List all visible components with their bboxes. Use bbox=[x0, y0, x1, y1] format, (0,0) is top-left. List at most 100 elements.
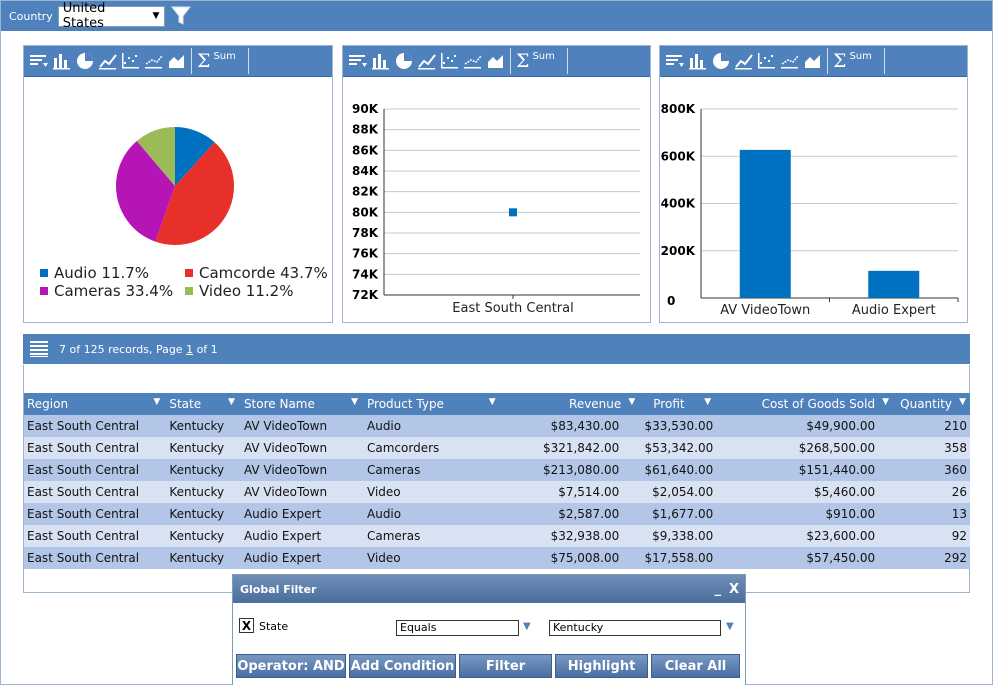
funnel-icon[interactable] bbox=[170, 5, 191, 27]
y-tick-label: 0 bbox=[667, 294, 675, 308]
area-chart-icon[interactable] bbox=[801, 49, 824, 73]
legend-item: Cameras 33.4% bbox=[40, 282, 173, 300]
condition-checkbox[interactable]: X bbox=[239, 618, 254, 633]
sort-icon[interactable] bbox=[663, 49, 686, 73]
pie-slice-video[interactable] bbox=[136, 127, 175, 186]
aggregate-label[interactable]: Sum bbox=[532, 50, 555, 62]
area-chart-icon[interactable] bbox=[484, 49, 507, 73]
filter-button[interactable]: Filter bbox=[459, 654, 552, 678]
line-chart-icon[interactable] bbox=[415, 49, 438, 73]
sort-arrow-icon[interactable]: ▼ bbox=[153, 397, 161, 407]
sort-arrow-icon[interactable]: ▼ bbox=[228, 397, 235, 407]
y-tick-label: 82K bbox=[352, 185, 379, 199]
column-header[interactable]: Profit ▼ bbox=[639, 393, 720, 415]
column-header[interactable]: Region ▼ bbox=[24, 393, 167, 415]
bar[interactable] bbox=[739, 149, 791, 298]
table-cell: $910.00 bbox=[719, 503, 898, 525]
aggregate-label[interactable]: Sum bbox=[849, 50, 872, 62]
table-cell: East South Central bbox=[24, 415, 167, 437]
table-cell: Cameras bbox=[364, 525, 526, 547]
clear-all-button[interactable]: Clear All bbox=[651, 654, 740, 678]
column-header[interactable]: Revenue ▼ bbox=[525, 393, 640, 415]
sort-arrow-icon[interactable]: ▼ bbox=[704, 397, 712, 407]
column-header[interactable]: Quantity ▼ bbox=[897, 393, 970, 415]
line-chart-icon[interactable] bbox=[732, 49, 755, 73]
table-cell: 292 bbox=[897, 547, 970, 569]
trend-icon[interactable] bbox=[142, 49, 165, 73]
table-cell: $61,640.00 bbox=[639, 459, 720, 481]
column-header[interactable]: Cost of Goods Sold ▼ bbox=[719, 393, 898, 415]
table-cell: Kentucky bbox=[166, 547, 241, 569]
sort-arrow-icon[interactable]: ▼ bbox=[959, 397, 966, 407]
sort-icon[interactable] bbox=[346, 49, 369, 73]
pie-slice-audio[interactable] bbox=[175, 127, 215, 186]
table-row[interactable]: East South Central Kentucky Audio Expert Vi… bbox=[24, 547, 970, 569]
pie-legend: Audio 11.7% Camcorde 43.7% Cameras 33.4%… bbox=[24, 264, 332, 304]
aggregate-label[interactable]: Sum bbox=[213, 50, 236, 62]
column-header[interactable]: State ▼ bbox=[166, 393, 241, 415]
bar-chart-icon[interactable] bbox=[369, 49, 392, 73]
table-cell: AV VideoTown bbox=[240, 437, 364, 459]
scatter-icon[interactable] bbox=[755, 49, 778, 73]
legend-swatch bbox=[40, 269, 48, 277]
table-cell: Audio bbox=[364, 415, 526, 437]
legend-item: Video 11.2% bbox=[185, 282, 293, 300]
dialog-title-bar[interactable]: Global Filter _ X bbox=[233, 575, 745, 603]
table-row[interactable]: East South Central Kentucky AV VideoTown Au… bbox=[24, 415, 970, 437]
y-tick-label: 400K bbox=[661, 197, 696, 211]
table-row[interactable]: East South Central Kentucky Audio Expert Ca… bbox=[24, 525, 970, 547]
sigma-icon[interactable]: Σ bbox=[516, 50, 530, 72]
chevron-down-icon: ▼ bbox=[152, 11, 160, 21]
line-chart-icon[interactable] bbox=[96, 49, 119, 73]
chevron-down-icon[interactable]: ▼ bbox=[726, 621, 734, 632]
table-row[interactable]: East South Central Kentucky AV VideoTown Vi… bbox=[24, 481, 970, 503]
pie-slice-camcorde[interactable] bbox=[155, 142, 235, 245]
chevron-down-icon[interactable]: ▼ bbox=[523, 621, 531, 632]
bar[interactable] bbox=[868, 270, 920, 298]
trend-icon[interactable] bbox=[461, 49, 484, 73]
sort-arrow-icon[interactable]: ▼ bbox=[882, 397, 890, 407]
minimize-icon[interactable]: _ bbox=[714, 581, 721, 597]
area-chart-icon[interactable] bbox=[165, 49, 188, 73]
sort-arrow-icon[interactable]: ▼ bbox=[351, 397, 358, 407]
pie-slice-cameras[interactable] bbox=[116, 141, 175, 242]
pie-chart-icon[interactable] bbox=[392, 49, 415, 73]
bar-chart-panel: Σ Sum 0 200K 400K 600K 800K AV VideoTown Audio… bbox=[659, 45, 968, 323]
close-icon[interactable]: X bbox=[728, 581, 739, 597]
list-icon[interactable] bbox=[29, 340, 49, 358]
column-header[interactable]: Store Name ▼ bbox=[240, 393, 364, 415]
y-tick-label: 74K bbox=[352, 267, 379, 281]
value-field[interactable]: Kentucky bbox=[549, 620, 721, 636]
column-header[interactable]: Product Type ▼ bbox=[364, 393, 526, 415]
trend-icon[interactable] bbox=[778, 49, 801, 73]
operator-and-button[interactable]: Operator: AND bbox=[236, 654, 346, 678]
x-category-label: AV VideoTown bbox=[720, 303, 810, 318]
table-cell: $5,460.00 bbox=[719, 481, 898, 503]
table-cell: 210 bbox=[897, 415, 970, 437]
sigma-icon[interactable]: Σ bbox=[833, 50, 847, 72]
scatter-icon[interactable] bbox=[438, 49, 461, 73]
bar-chart-icon[interactable] bbox=[686, 49, 709, 73]
pie-chart-icon[interactable] bbox=[73, 49, 96, 73]
scatter-icon[interactable] bbox=[119, 49, 142, 73]
scatter-point[interactable] bbox=[509, 208, 517, 217]
sort-arrow-icon[interactable]: ▼ bbox=[488, 397, 496, 407]
toolbar-divider bbox=[827, 48, 828, 74]
table-row[interactable]: East South Central Kentucky Audio Expert Au… bbox=[24, 503, 970, 525]
bar-chart-icon[interactable] bbox=[50, 49, 73, 73]
table-cell: 26 bbox=[897, 481, 970, 503]
sigma-icon[interactable]: Σ bbox=[197, 50, 211, 72]
highlight-button[interactable]: Highlight bbox=[555, 654, 648, 678]
add-condition-button[interactable]: Add Condition bbox=[349, 654, 456, 678]
sort-arrow-icon[interactable]: ▼ bbox=[628, 397, 636, 407]
table-row[interactable]: East South Central Kentucky AV VideoTown Ca… bbox=[24, 459, 970, 481]
operator-field[interactable]: Equals bbox=[396, 620, 519, 636]
table-header-row: Region ▼ State ▼ Store Name ▼ Product Type ▼… bbox=[24, 393, 970, 415]
table-cell: $23,600.00 bbox=[719, 525, 898, 547]
page-link[interactable]: 1 bbox=[186, 342, 194, 356]
pie-chart-icon[interactable] bbox=[709, 49, 732, 73]
table-row[interactable]: East South Central Kentucky AV VideoTown Ca… bbox=[24, 437, 970, 459]
legend-label: Audio 11.7% bbox=[54, 264, 150, 282]
country-select[interactable]: United States ▼ bbox=[57, 1, 165, 31]
sort-icon[interactable] bbox=[27, 49, 50, 73]
